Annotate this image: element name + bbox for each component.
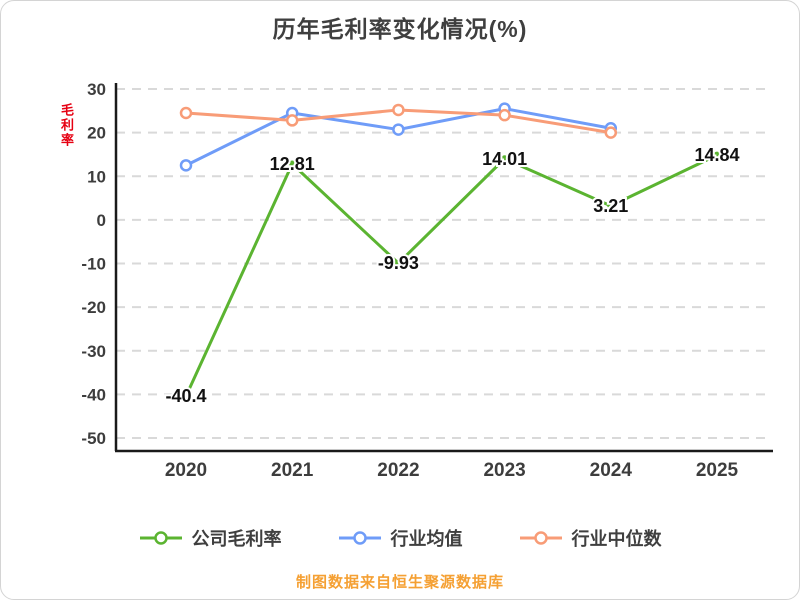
series-marker [394, 259, 402, 267]
legend-marker-icon [338, 531, 381, 545]
x-tick-label: 2025 [696, 460, 739, 481]
series-marker [285, 114, 299, 127]
y-tick-label: -30 [81, 342, 106, 361]
series-marker [392, 103, 405, 117]
legend-label: 行业中位数 [571, 529, 662, 549]
y-tick-label: 10 [87, 167, 106, 186]
data-label: -40.4 [165, 386, 206, 406]
x-tick-label: 2024 [590, 460, 633, 481]
y-tick-label: -50 [81, 429, 106, 448]
series-marker [498, 108, 511, 122]
plot-area: 30 20 10 0 -10 -20 -30 -40 -50 2020 2021 2022 2023 20… [81, 80, 773, 481]
y-tick-label: 30 [87, 80, 106, 99]
series-marker [607, 202, 615, 210]
legend-label: 行业均值 [390, 529, 463, 549]
data-source-note: 制图数据来自恒生聚源数据库 [295, 574, 504, 591]
legend-marker-icon [139, 531, 182, 545]
series-marker [179, 159, 193, 172]
x-tick-label: 2021 [271, 460, 314, 481]
x-tick-label: 2022 [377, 460, 419, 481]
y-tick-label: 20 [87, 124, 106, 143]
data-label: 12.81 [270, 154, 315, 174]
legend-label: 公司毛利率 [191, 529, 282, 549]
y-tick-label: -40 [81, 385, 106, 404]
legend-item-1: 行业均值 [338, 525, 463, 551]
series-marker [288, 160, 296, 168]
series-marker [392, 123, 405, 136]
y-axis-side-label: 毛利率 [59, 103, 74, 148]
series-marker [182, 392, 190, 400]
series-marker [179, 106, 193, 120]
x-tick-label: 2020 [165, 460, 207, 481]
series-marker [501, 155, 509, 163]
x-tick-label: 2023 [483, 460, 525, 481]
data-label: 14.01 [482, 149, 527, 169]
legend-item-2: 行业中位数 [519, 525, 662, 551]
series-marker [713, 151, 721, 159]
data-label: 14.84 [694, 145, 739, 165]
legend-item-0: 公司毛利率 [139, 525, 282, 551]
y-tick-label: -20 [81, 298, 106, 317]
data-label: -9.93 [378, 253, 419, 273]
legend-marker-icon [519, 531, 562, 545]
legend: 公司毛利率 行业均值 行业中位数 [1, 525, 799, 551]
y-tick-label: -10 [81, 255, 106, 274]
series-marker [604, 126, 618, 139]
y-tick-label: 0 [97, 211, 106, 230]
data-label: 3.21 [593, 196, 628, 216]
series-line-0 [184, 153, 719, 398]
chart-title: 历年毛利率变化情况(%) [272, 16, 528, 42]
